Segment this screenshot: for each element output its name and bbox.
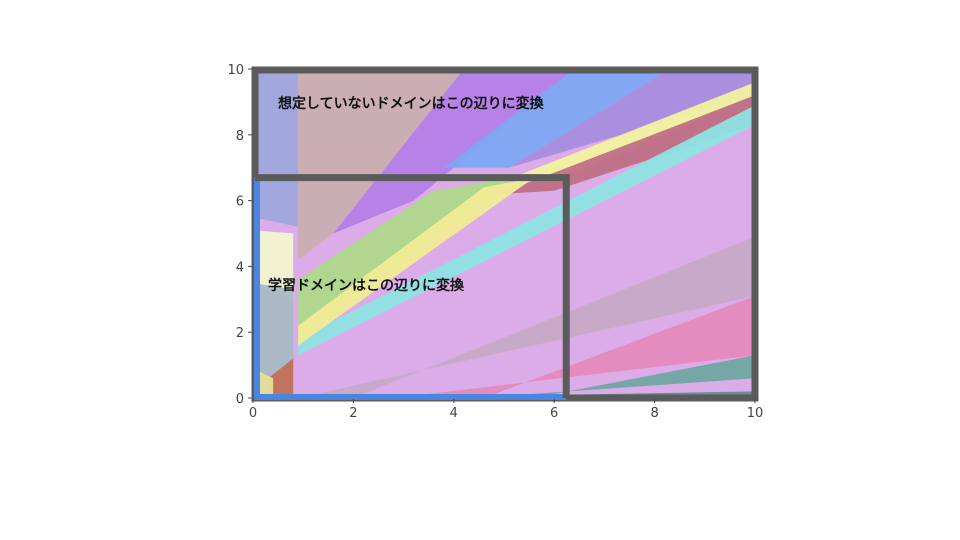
- x-tick-label-3: 6: [550, 406, 558, 421]
- polygon-15: [253, 230, 294, 300]
- axis-ticks: 0 2 4 6 8 10 0 2 4 6 8 10: [227, 63, 763, 421]
- polygon-10: [298, 177, 535, 346]
- polygon-4: [443, 69, 670, 168]
- x-tick-label-0: 0: [249, 406, 257, 421]
- polygon-8: [298, 105, 755, 356]
- polygon-12: [393, 296, 755, 398]
- y-tick-label-3: 6: [236, 195, 244, 210]
- inner-domain-frame-blue: [254, 177, 567, 400]
- x-tick-label-5: 10: [747, 406, 764, 421]
- polygon-2: [298, 69, 464, 260]
- polygon-7: [499, 95, 755, 194]
- y-tick-label-5: 10: [227, 63, 244, 78]
- polygon-layer: [253, 69, 755, 398]
- polygon-6: [504, 82, 755, 181]
- polygon-13: [473, 355, 755, 398]
- x-tick-label-2: 4: [450, 406, 458, 421]
- polygon-5: [509, 69, 755, 168]
- inner-domain-frame-gray: [255, 174, 570, 398]
- inner-region-label: 学習ドメインはこの辺りに変換: [268, 277, 465, 294]
- polygon-1: [253, 69, 299, 227]
- polygon-3: [333, 69, 575, 234]
- polygon-17: [268, 358, 294, 398]
- outer-region-label: 想定していないドメインはこの辺りに変換: [277, 95, 545, 112]
- y-tick-label-4: 8: [236, 129, 244, 144]
- y-tick-label-2: 4: [236, 260, 244, 275]
- region-frames: [251, 66, 759, 402]
- x-tick-label-4: 8: [650, 406, 658, 421]
- x-tick-label-1: 2: [349, 406, 357, 421]
- y-tick-label-1: 2: [236, 326, 244, 341]
- y-tick-label-0: 0: [236, 392, 244, 407]
